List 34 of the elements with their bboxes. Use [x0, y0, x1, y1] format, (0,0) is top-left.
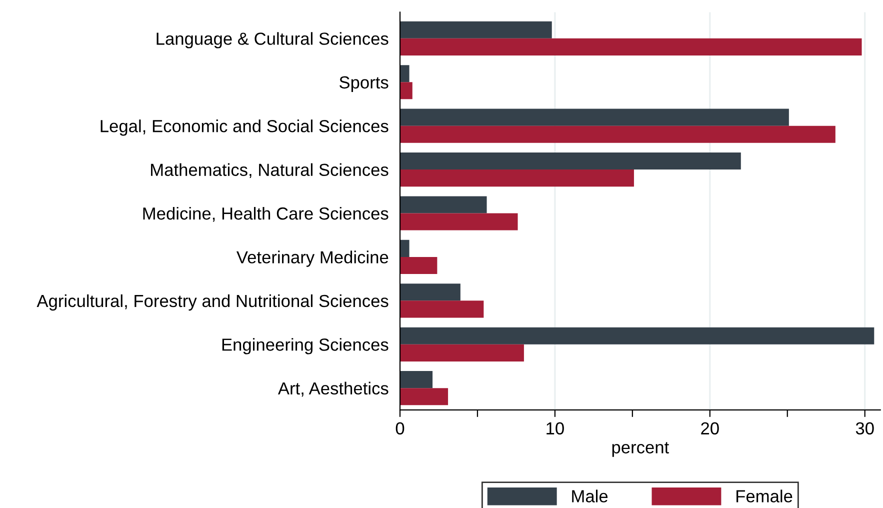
- bar: [400, 108, 789, 126]
- bar: [400, 126, 836, 143]
- bar: [400, 240, 410, 257]
- y-tick-label: Mathematics, Natural Sciences: [151, 163, 388, 178]
- bar: [400, 388, 448, 406]
- legend-label: Male: [572, 490, 608, 502]
- bar: [400, 327, 874, 344]
- bar: [400, 21, 552, 38]
- bar: [400, 196, 487, 214]
- x-tick-label: 20: [701, 422, 719, 435]
- bar: [400, 256, 438, 274]
- bar: [400, 344, 524, 362]
- y-tick-label: Medicine, Health Care Sciences: [143, 206, 388, 222]
- y-tick-label: Agricultural, Forestry and Nutritional Sciences: [36, 294, 388, 311]
- bar: [400, 82, 412, 100]
- x-tick-label: 30: [856, 422, 874, 435]
- y-tick-label: Veterinary Medicine: [236, 250, 388, 267]
- y-tick-label: Legal, Economic and Social Sciences: [100, 120, 388, 136]
- bar: [400, 284, 460, 301]
- y-tick-label: Sports: [340, 76, 388, 92]
- y-tick-label: Language & Cultural Sciences: [156, 32, 388, 48]
- x-tick-label: 0: [396, 422, 404, 435]
- x-tick-label: 10: [546, 422, 564, 435]
- bar: [400, 213, 518, 230]
- bar: [400, 65, 410, 82]
- legend-label: Female: [736, 490, 792, 502]
- x-axis-title: percent: [612, 442, 670, 457]
- bar: [400, 300, 484, 318]
- bar: [400, 371, 433, 388]
- bar: [400, 38, 862, 56]
- y-tick-label: Engineering Sciences: [222, 338, 388, 354]
- bar: [400, 170, 634, 187]
- bar: [400, 152, 741, 170]
- y-tick-label: Art, Aesthetics: [278, 382, 388, 397]
